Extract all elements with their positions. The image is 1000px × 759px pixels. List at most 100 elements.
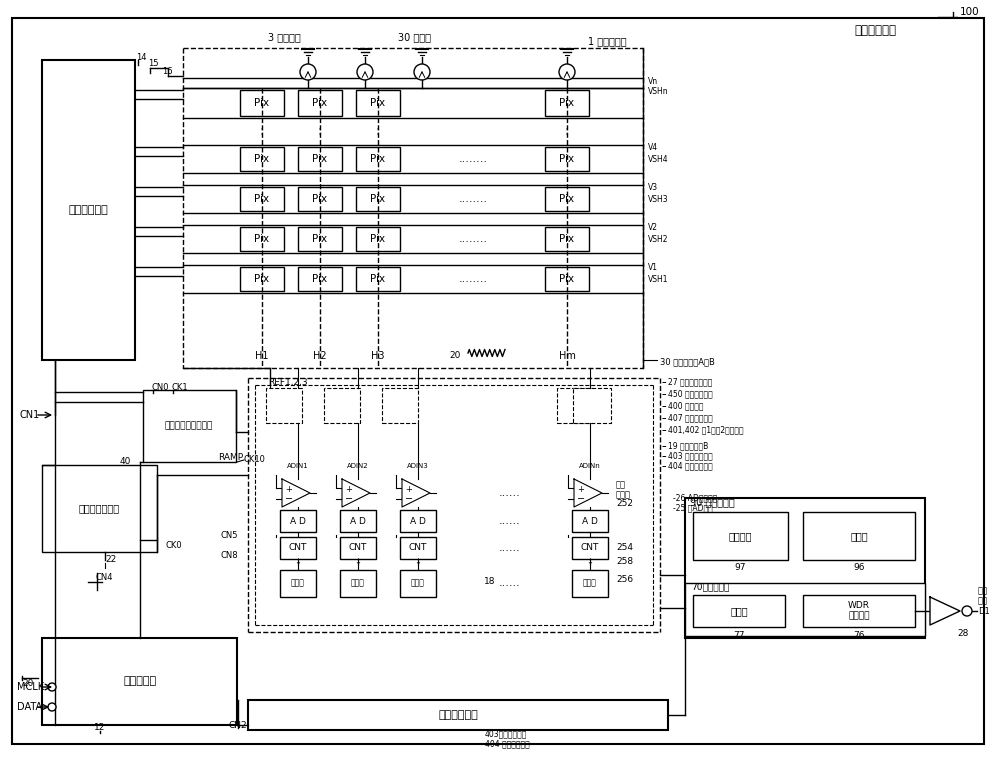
Bar <box>356 227 400 251</box>
Text: Pix: Pix <box>312 234 328 244</box>
Bar <box>693 512 788 560</box>
Text: ........: ........ <box>458 234 488 244</box>
Bar <box>685 498 925 638</box>
Text: 12: 12 <box>94 723 106 732</box>
Text: 256: 256 <box>616 575 633 584</box>
Text: 403 增益选择信号: 403 增益选择信号 <box>668 452 713 461</box>
Text: 电压
比较器: 电压 比较器 <box>616 480 631 499</box>
Text: Pix: Pix <box>254 98 270 108</box>
Bar <box>803 595 915 627</box>
Text: V3: V3 <box>648 184 658 193</box>
Bar <box>356 267 400 291</box>
Text: CN5: CN5 <box>220 531 238 540</box>
Text: ↓: ↓ <box>586 558 594 566</box>
Text: ADIN1: ADIN1 <box>287 463 309 469</box>
Bar <box>572 570 608 597</box>
Bar <box>298 187 342 211</box>
Text: CK1: CK1 <box>172 383 189 392</box>
Bar <box>400 537 436 559</box>
Text: CK0: CK0 <box>165 540 182 550</box>
Bar <box>356 147 400 171</box>
Text: ......: ...... <box>499 543 521 553</box>
Bar <box>324 388 360 423</box>
Text: −: − <box>405 494 413 504</box>
Bar <box>240 227 284 251</box>
Text: 存储器: 存储器 <box>583 578 597 587</box>
Bar <box>400 570 436 597</box>
Bar <box>280 570 316 597</box>
Text: 垂直扫描电路: 垂直扫描电路 <box>68 205 108 215</box>
Bar <box>557 388 593 423</box>
Bar <box>298 90 342 116</box>
Bar <box>685 583 925 636</box>
Text: 存储器: 存储器 <box>730 606 748 616</box>
Text: 404 滞后选择信号: 404 滞后选择信号 <box>485 739 530 748</box>
Text: RAMP: RAMP <box>218 453 243 462</box>
Text: VSH1: VSH1 <box>648 276 668 285</box>
Text: CK10: CK10 <box>244 455 266 465</box>
Text: ADIN3: ADIN3 <box>407 463 429 469</box>
Text: :: : <box>565 124 569 138</box>
Bar <box>572 510 608 532</box>
Text: Pix: Pix <box>312 194 328 204</box>
Bar <box>340 570 376 597</box>
Text: 控制部: 控制部 <box>850 531 868 541</box>
Text: 28: 28 <box>957 628 969 638</box>
Bar <box>298 147 342 171</box>
Text: CN1: CN1 <box>20 410 40 420</box>
Bar <box>266 388 302 423</box>
Circle shape <box>300 64 316 80</box>
Text: +: + <box>286 484 292 493</box>
Text: ↓: ↓ <box>294 558 302 566</box>
Text: Pix: Pix <box>559 98 575 108</box>
Text: 252: 252 <box>616 499 633 508</box>
Bar <box>545 267 589 291</box>
Text: 30 电流源: 30 电流源 <box>398 32 432 42</box>
Bar <box>400 510 436 532</box>
Text: CNT: CNT <box>409 543 427 553</box>
Bar <box>356 90 400 116</box>
Text: −: − <box>285 494 293 504</box>
Text: Pix: Pix <box>559 234 575 244</box>
Text: Pix: Pix <box>254 274 270 284</box>
Polygon shape <box>574 479 602 507</box>
Circle shape <box>559 64 575 80</box>
Text: :: : <box>318 124 322 138</box>
Circle shape <box>357 64 373 80</box>
Text: 帧存储器: 帧存储器 <box>728 531 752 541</box>
Text: A D: A D <box>350 517 366 525</box>
Text: :: : <box>260 124 264 138</box>
Text: 100: 100 <box>960 7 980 17</box>
Text: 400 选择电路: 400 选择电路 <box>668 402 704 411</box>
Text: 14: 14 <box>136 52 146 61</box>
Text: Pix: Pix <box>254 154 270 164</box>
Text: Pix: Pix <box>370 234 386 244</box>
Text: −: − <box>345 494 353 504</box>
Text: Vn: Vn <box>648 77 658 86</box>
Text: 16: 16 <box>162 68 173 77</box>
Text: VSHn: VSHn <box>648 87 669 96</box>
Text: Pix: Pix <box>254 234 270 244</box>
Text: 存储器: 存储器 <box>351 578 365 587</box>
Bar <box>693 595 785 627</box>
Bar <box>803 512 915 560</box>
Text: CNT: CNT <box>349 543 367 553</box>
Text: 27 列检测选择电路: 27 列检测选择电路 <box>668 377 712 386</box>
Text: CN0: CN0 <box>152 383 170 392</box>
Text: ........: ........ <box>458 154 488 164</box>
Text: ......: ...... <box>499 488 521 498</box>
Text: Pix: Pix <box>559 154 575 164</box>
Circle shape <box>414 64 430 80</box>
Text: 96: 96 <box>853 563 865 572</box>
Bar <box>572 537 608 559</box>
Text: 450 检测选择电路: 450 检测选择电路 <box>668 389 713 398</box>
Bar <box>280 510 316 532</box>
Text: 19 垂直信号线B: 19 垂直信号线B <box>668 442 708 451</box>
Bar <box>248 700 668 730</box>
Text: ADIN2: ADIN2 <box>347 463 369 469</box>
Text: 18: 18 <box>484 578 496 587</box>
Text: Pix: Pix <box>312 154 328 164</box>
Text: CN4: CN4 <box>95 572 112 581</box>
Bar <box>356 187 400 211</box>
Bar <box>298 227 342 251</box>
